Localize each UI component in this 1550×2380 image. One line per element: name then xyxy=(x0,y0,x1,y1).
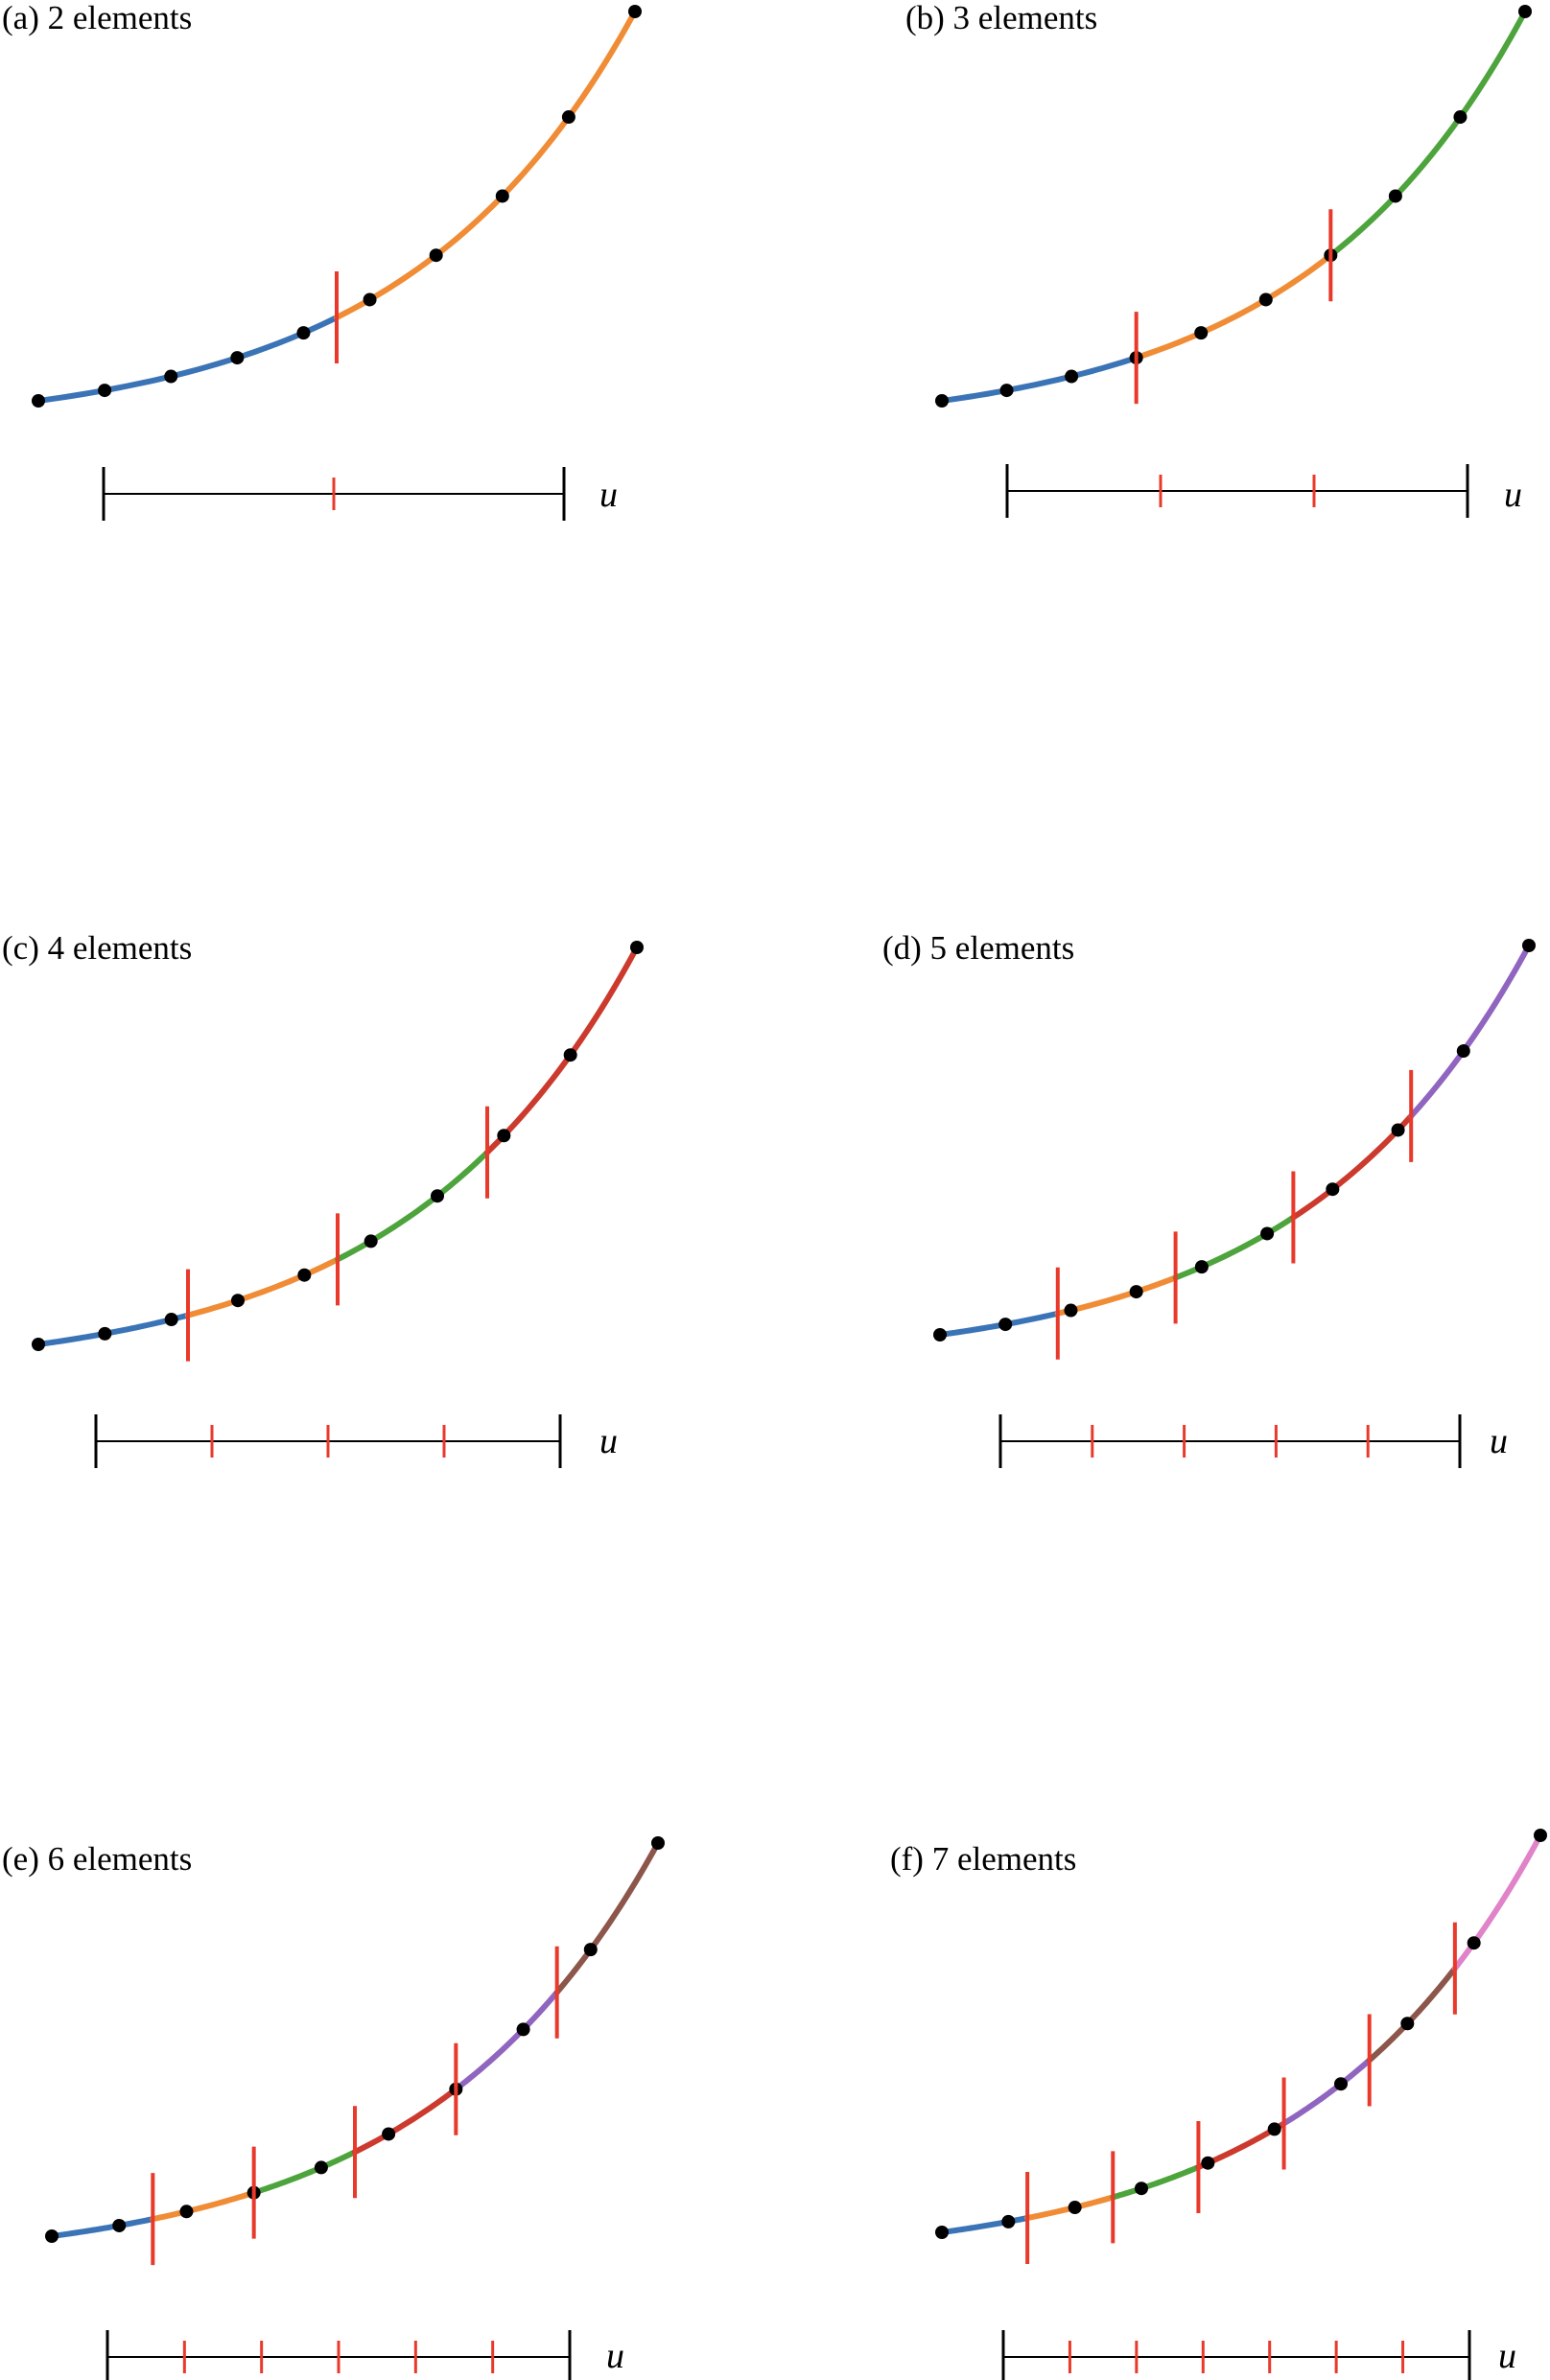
axis-label-u: u xyxy=(599,1421,618,1461)
element-segment-3 xyxy=(1172,1214,1297,1281)
element-segment-1 xyxy=(49,2216,156,2239)
panel-c: (c) 4 elements u xyxy=(2,929,644,1468)
curve-node xyxy=(1194,1260,1209,1274)
panel-f: (f) 7 elements u xyxy=(890,1829,1547,2380)
curve-node xyxy=(1267,2122,1281,2136)
curve-node xyxy=(164,369,178,384)
element-segment-5 xyxy=(1408,943,1532,1119)
curve-node xyxy=(1260,1226,1275,1241)
element-segment-2 xyxy=(334,9,638,321)
axis-label-u: u xyxy=(606,2336,624,2376)
curve-node xyxy=(1391,1123,1405,1137)
panel-label: (c) 4 elements xyxy=(2,929,192,967)
panel-d: (d) 5 elements u xyxy=(882,929,1536,1468)
curve-node xyxy=(651,1836,665,1850)
curve-node xyxy=(1068,2201,1082,2215)
curve-node xyxy=(314,2160,328,2175)
element-segment-5 xyxy=(1280,2057,1373,2127)
curve-node xyxy=(382,2127,396,2141)
curve-node xyxy=(1064,1303,1078,1318)
curve-node xyxy=(935,394,949,408)
panel-label: (b) 3 elements xyxy=(905,0,1097,36)
curve-node xyxy=(1194,326,1209,340)
axis-label-u: u xyxy=(1498,2336,1516,2376)
curve-node xyxy=(1334,2077,1348,2091)
curve-node xyxy=(1201,2156,1215,2170)
curve-node xyxy=(296,326,311,340)
curve-node xyxy=(179,2205,194,2219)
curve-node xyxy=(32,394,45,408)
element-segment-4 xyxy=(484,945,640,1155)
element-segment-3 xyxy=(1110,2163,1202,2201)
curve-node xyxy=(516,2022,530,2037)
curve-node xyxy=(98,1326,112,1341)
element-segment-3 xyxy=(250,2149,358,2196)
panel-label: (e) 6 elements xyxy=(2,1840,192,1878)
curve-node xyxy=(630,941,644,954)
curve-node xyxy=(495,189,509,203)
curve-node xyxy=(628,5,642,18)
curve-node xyxy=(45,2229,59,2243)
element-segment-7 xyxy=(1451,1832,1543,1972)
curve-node xyxy=(431,1189,444,1203)
axis-label-u: u xyxy=(1504,475,1522,515)
element-segment-5 xyxy=(453,1989,560,2092)
curve-node xyxy=(1065,369,1079,384)
curve-node xyxy=(497,1129,511,1143)
panel-e: (e) 6 elements u xyxy=(2,1836,665,2380)
curve-node xyxy=(935,2226,949,2239)
curve-node xyxy=(1388,189,1402,203)
element-segment-1 xyxy=(35,1312,191,1347)
curve-node xyxy=(998,1318,1013,1332)
curve-node xyxy=(1467,1936,1481,1950)
curve-node xyxy=(164,1313,178,1327)
curve-node xyxy=(1522,939,1536,952)
panel-b: (b) 3 elements u xyxy=(905,0,1532,518)
element-segment-1 xyxy=(35,315,340,404)
element-segment-2 xyxy=(1054,1274,1179,1317)
curve-node xyxy=(112,2218,127,2232)
axis-label-u: u xyxy=(1490,1421,1508,1461)
curve-node xyxy=(1518,5,1532,18)
curve-node xyxy=(1258,292,1273,307)
curve-node xyxy=(561,110,575,125)
curve-node xyxy=(933,1328,947,1342)
element-segment-2 xyxy=(185,1256,341,1318)
element-segment-2 xyxy=(150,2189,257,2223)
curve-node xyxy=(1453,110,1468,125)
element-segment-4 xyxy=(1290,1112,1415,1221)
curve-node xyxy=(1456,1044,1470,1059)
curve-node xyxy=(32,1338,45,1351)
panel-label: (d) 5 elements xyxy=(882,929,1074,967)
element-segment-3 xyxy=(335,1149,490,1263)
element-segment-3 xyxy=(1327,9,1528,259)
curve-node xyxy=(583,1943,598,1957)
curve-node xyxy=(1135,2182,1148,2196)
curve-node xyxy=(231,1294,245,1308)
curve-node xyxy=(1400,2017,1415,2031)
curve-node xyxy=(1326,1182,1340,1197)
element-segment-2 xyxy=(1133,252,1334,362)
curve-node xyxy=(297,1268,312,1282)
curve-node xyxy=(364,1234,378,1248)
curve-node xyxy=(230,351,245,365)
panel-label: (a) 2 elements xyxy=(2,0,192,36)
panel-a: (a) 2 elements u xyxy=(2,0,642,521)
axis-label-u: u xyxy=(599,475,618,515)
curve-node xyxy=(1129,1285,1143,1299)
element-segment-1 xyxy=(939,355,1139,404)
curve-node xyxy=(1001,2214,1016,2228)
panel-label: (f) 7 elements xyxy=(890,1840,1076,1878)
curve-node xyxy=(429,248,443,263)
curve-node xyxy=(999,384,1014,398)
element-segment-4 xyxy=(352,2086,459,2156)
curve-node xyxy=(98,384,112,398)
curve-node xyxy=(1534,1829,1547,1842)
curve-node xyxy=(563,1048,577,1062)
curve-node xyxy=(363,292,377,307)
element-segment-6 xyxy=(553,1840,661,1995)
element-segment-6 xyxy=(1366,1965,1458,2064)
